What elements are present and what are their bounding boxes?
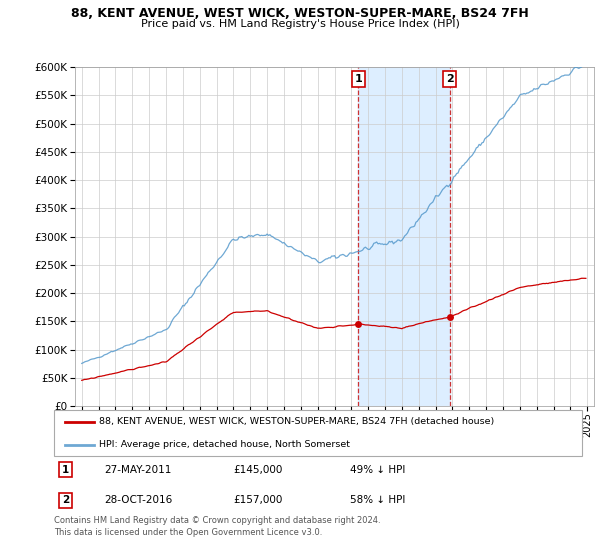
Bar [358, 67, 449, 406]
Text: £145,000: £145,000 [233, 465, 283, 474]
Text: 88, KENT AVENUE, WEST WICK, WESTON-SUPER-MARE, BS24 7FH (detached house): 88, KENT AVENUE, WEST WICK, WESTON-SUPER… [99, 417, 494, 427]
FancyBboxPatch shape [54, 410, 582, 456]
Text: 27-MAY-2011: 27-MAY-2011 [104, 465, 172, 474]
Text: Price paid vs. HM Land Registry's House Price Index (HPI): Price paid vs. HM Land Registry's House … [140, 19, 460, 29]
Text: 2: 2 [62, 496, 69, 505]
Text: £157,000: £157,000 [233, 496, 283, 505]
Text: 49% ↓ HPI: 49% ↓ HPI [350, 465, 405, 474]
Text: 58% ↓ HPI: 58% ↓ HPI [350, 496, 405, 505]
Text: Contains HM Land Registry data © Crown copyright and database right 2024.
This d: Contains HM Land Registry data © Crown c… [54, 516, 380, 537]
Text: 1: 1 [355, 74, 362, 84]
Text: HPI: Average price, detached house, North Somerset: HPI: Average price, detached house, Nort… [99, 440, 350, 450]
Text: 1: 1 [62, 465, 69, 474]
Text: 28-OCT-2016: 28-OCT-2016 [104, 496, 172, 505]
Text: 2: 2 [446, 74, 454, 84]
Text: 88, KENT AVENUE, WEST WICK, WESTON-SUPER-MARE, BS24 7FH: 88, KENT AVENUE, WEST WICK, WESTON-SUPER… [71, 7, 529, 20]
